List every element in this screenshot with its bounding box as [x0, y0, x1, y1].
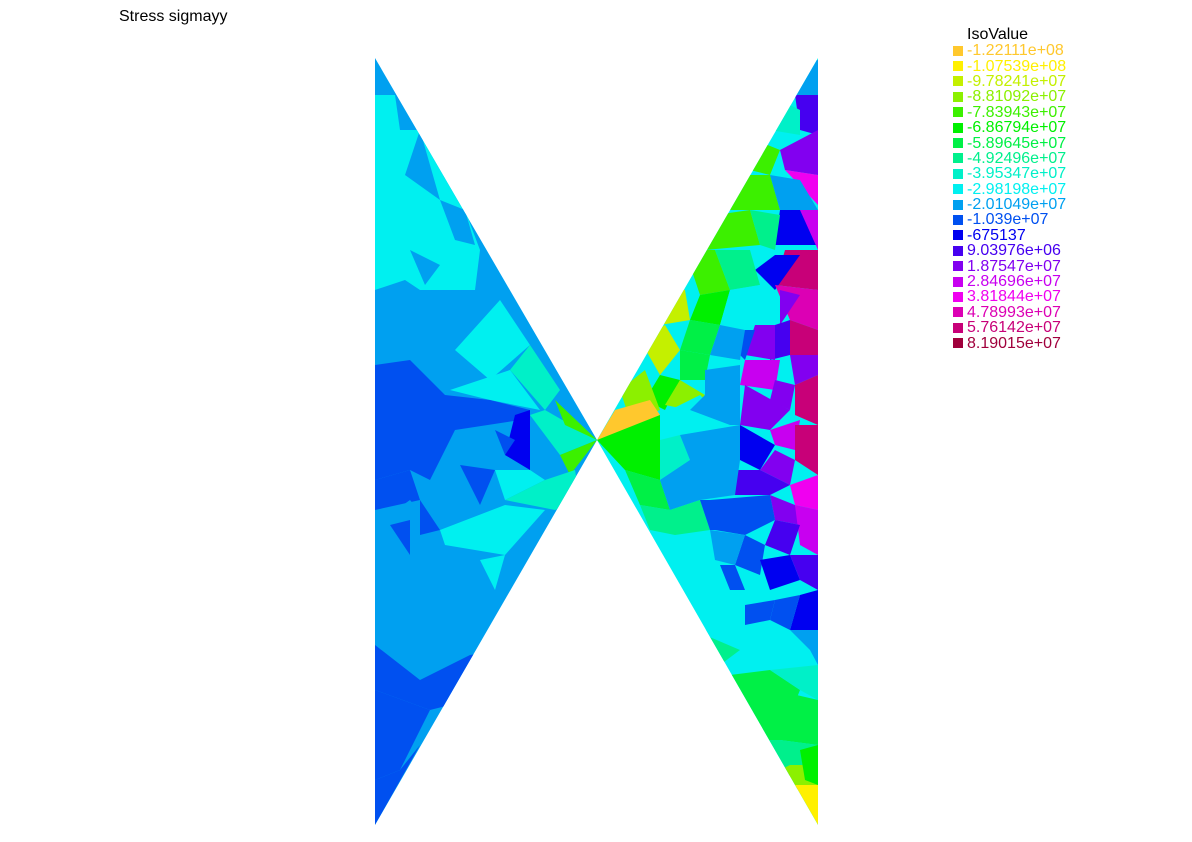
legend-label: -5.89645e+07 — [967, 134, 1067, 152]
legend-entry: -5.89645e+07 — [953, 134, 1113, 152]
legend-swatch — [953, 61, 963, 72]
legend-label: -1.22111e+08 — [967, 42, 1064, 60]
legend-swatch — [953, 199, 963, 210]
legend-swatch — [953, 107, 963, 118]
legend-label: 5.76142e+07 — [967, 319, 1061, 337]
legend-swatch — [953, 122, 963, 133]
legend-entry: -2.98198e+07 — [953, 180, 1113, 198]
legend-swatch — [953, 261, 963, 272]
legend-entry: -1.07539e+08 — [953, 57, 1113, 75]
legend-entry: -8.81092e+07 — [953, 88, 1113, 106]
legend-entry: 1.87547e+07 — [953, 257, 1113, 275]
legend-label: 4.78993e+07 — [967, 303, 1061, 321]
legend-label: -7.83943e+07 — [967, 103, 1067, 121]
legend-swatch — [953, 184, 963, 195]
legend-entry: -4.92496e+07 — [953, 149, 1113, 167]
legend-swatch — [953, 153, 963, 164]
legend-label: 9.03976e+06 — [967, 242, 1061, 260]
legend-label: 2.84696e+07 — [967, 273, 1061, 291]
legend-entry: -2.01049e+07 — [953, 196, 1113, 214]
legend-label: -1.039e+07 — [967, 211, 1049, 229]
iso-value-legend: IsoValue -1.22111e+08 -1.07539e+08 -9.7824… — [953, 26, 1113, 351]
legend-entry: -1.22111e+08 — [953, 42, 1113, 60]
legend-swatch — [953, 138, 963, 149]
legend-entry: 9.03976e+06 — [953, 242, 1113, 260]
legend-swatch — [953, 245, 963, 256]
legend-swatch — [953, 214, 963, 225]
legend-entry: 4.78993e+07 — [953, 303, 1113, 321]
legend-title: IsoValue — [967, 26, 1029, 43]
legend-entry: -675137 — [953, 226, 1113, 244]
legend-label: 1.87547e+07 — [967, 257, 1061, 275]
legend-swatch — [953, 322, 963, 333]
legend-swatch — [953, 338, 963, 349]
legend-entry: 5.76142e+07 — [953, 319, 1113, 337]
legend-label: -4.92496e+07 — [967, 149, 1067, 167]
legend-label: 8.19015e+07 — [967, 334, 1061, 352]
legend-entry: -7.83943e+07 — [953, 103, 1113, 121]
legend-entry: 3.81844e+07 — [953, 288, 1113, 306]
legend-label: -2.98198e+07 — [967, 180, 1067, 198]
legend-swatch — [953, 230, 963, 241]
left-mesh-region — [375, 58, 597, 825]
legend-label: -9.78241e+07 — [967, 72, 1067, 90]
legend-entry: 2.84696e+07 — [953, 273, 1113, 291]
legend-swatch — [953, 76, 963, 87]
legend-entry: -6.86794e+07 — [953, 119, 1113, 137]
legend-label: -2.01049e+07 — [967, 196, 1067, 214]
legend-swatch — [953, 45, 963, 56]
legend-label: -8.81092e+07 — [967, 88, 1067, 106]
right-mesh-region — [597, 58, 818, 825]
legend-swatch — [953, 307, 963, 318]
legend-swatch — [953, 276, 963, 287]
legend-swatch — [953, 168, 963, 179]
plot-title: Stress sigmayy — [119, 8, 228, 25]
legend-label: -6.86794e+07 — [967, 119, 1067, 137]
legend-swatch — [953, 91, 963, 102]
legend-entry: 8.19015e+07 — [953, 334, 1113, 352]
legend-label: 3.81844e+07 — [967, 288, 1061, 306]
legend-entries: -1.22111e+08 -1.07539e+08 -9.78241e+07 -8.8… — [953, 43, 1113, 351]
legend-label: -1.07539e+08 — [967, 57, 1067, 75]
legend-entry: -9.78241e+07 — [953, 72, 1113, 90]
legend-label: -3.95347e+07 — [967, 165, 1067, 183]
legend-entry: -1.039e+07 — [953, 211, 1113, 229]
legend-entry: -3.95347e+07 — [953, 165, 1113, 183]
legend-swatch — [953, 291, 963, 302]
legend-label: -675137 — [967, 226, 1026, 244]
